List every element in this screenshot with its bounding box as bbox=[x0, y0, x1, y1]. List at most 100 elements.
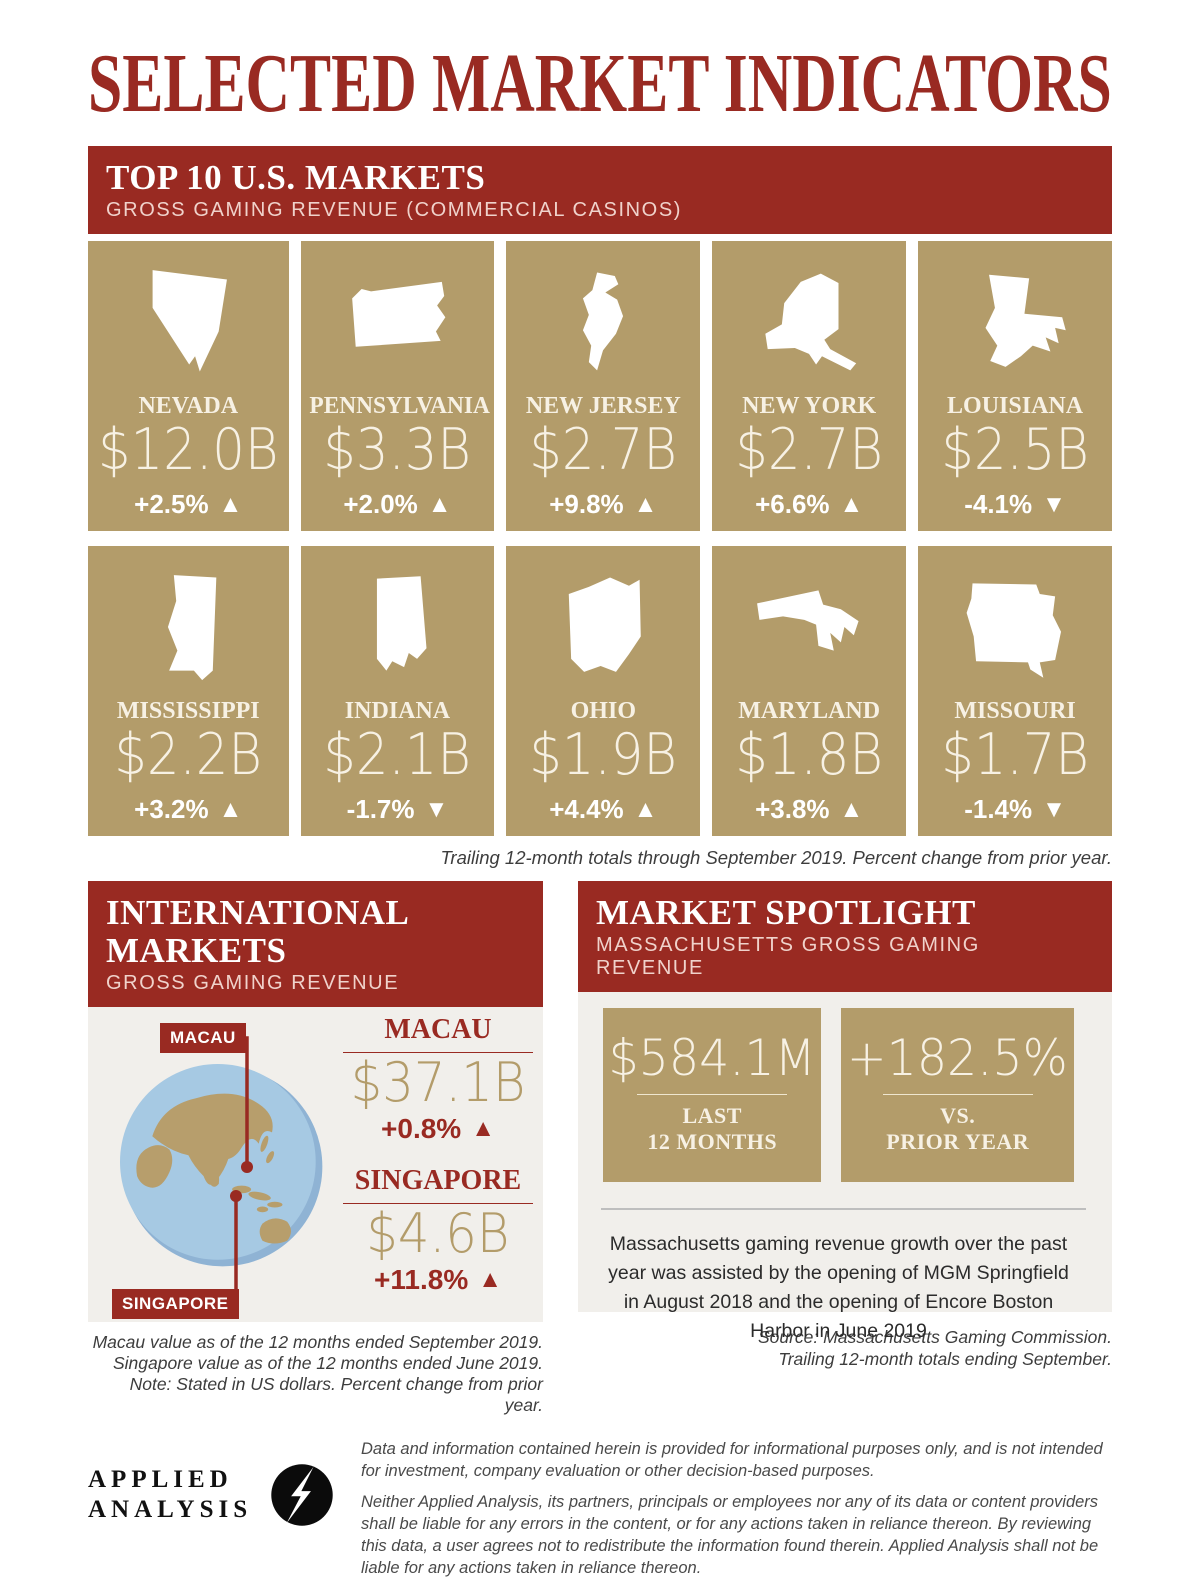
state-change-row: -1.7% ▼ bbox=[347, 794, 449, 825]
state-change-row: +4.4% ▲ bbox=[549, 794, 657, 825]
top-markets-subtitle: GROSS GAMING REVENUE (COMMERCIAL CASINOS… bbox=[106, 199, 683, 221]
state-silhouette-icon bbox=[539, 263, 667, 381]
state-revenue-value: $1.8B bbox=[735, 722, 884, 788]
state-change-row: -4.1% ▼ bbox=[964, 489, 1066, 520]
state-revenue-value: $2.5B bbox=[941, 417, 1089, 483]
state-name: OHIO bbox=[570, 698, 636, 724]
state-silhouette-icon bbox=[333, 568, 461, 686]
state-market-card: NEVADA $12.0B +2.5% ▲ bbox=[88, 241, 289, 531]
state-name: MISSOURI bbox=[954, 698, 1076, 724]
state-change-row: +6.6% ▲ bbox=[755, 489, 863, 520]
market-revenue-value: $37.1B bbox=[350, 1051, 526, 1114]
spotlight-stat-underline bbox=[882, 1094, 1033, 1095]
state-change-percent: -1.7% bbox=[346, 794, 415, 824]
market-change-row: +11.8% ▲ bbox=[343, 1264, 533, 1296]
international-market-block: SINGAPORE $4.6B +11.8% ▲ bbox=[343, 1166, 533, 1296]
state-name: MARYLAND bbox=[738, 698, 881, 724]
state-name: NEW JERSEY bbox=[525, 393, 681, 419]
state-market-card: INDIANA $2.1B -1.7% ▼ bbox=[300, 546, 495, 836]
state-change-row: +9.8% ▲ bbox=[549, 489, 657, 520]
market-revenue-value: $4.6B bbox=[366, 1202, 510, 1265]
international-title: INTERNATIONAL MARKETS bbox=[106, 893, 408, 970]
spotlight-stat-value: +182.5% bbox=[847, 1029, 1069, 1087]
lower-sections: INTERNATIONAL MARKETS GROSS GAMING REVEN… bbox=[88, 881, 1112, 1416]
international-stats: MACAU $37.1B +0.8% ▲ SINGAPORE $4.6B +11… bbox=[343, 1015, 533, 1317]
spotlight-description: Massachusetts gaming revenue growth over… bbox=[608, 1233, 1069, 1342]
spotlight-stat-underline bbox=[637, 1094, 788, 1095]
international-market-block: MACAU $37.1B +0.8% ▲ bbox=[343, 1015, 533, 1145]
market-underline bbox=[343, 1203, 533, 1204]
state-name: NEVADA bbox=[138, 393, 239, 419]
top-markets-footnote: Trailing 12-month totals through Septemb… bbox=[440, 847, 1113, 868]
state-market-card: LOUISIANA $2.5B -4.1% ▼ bbox=[918, 241, 1112, 531]
state-silhouette-icon bbox=[333, 263, 461, 381]
state-silhouette-icon bbox=[951, 568, 1079, 686]
state-silhouette-icon bbox=[124, 263, 252, 381]
spotlight-stat-label: LAST 12 MONTHS bbox=[647, 1103, 778, 1154]
state-revenue-value: $2.7B bbox=[529, 417, 678, 483]
singapore-dot bbox=[230, 1190, 242, 1202]
state-market-card: OHIO $1.9B +4.4% ▲ bbox=[506, 546, 701, 836]
state-silhouette-icon bbox=[951, 263, 1079, 381]
macau-map-label: MACAU bbox=[160, 1023, 246, 1053]
state-silhouette-icon bbox=[745, 263, 873, 381]
spotlight-stat-box: $584.1M LAST 12 MONTHS bbox=[603, 1008, 822, 1182]
spotlight-stat-label: VS. PRIOR YEAR bbox=[886, 1103, 1030, 1154]
brand-wordmark: APPLIED ANALYSIS bbox=[88, 1466, 253, 1523]
state-change-row: +2.0% ▲ bbox=[343, 489, 451, 520]
spotlight-stat-box: +182.5% VS. PRIOR YEAR bbox=[841, 1008, 1074, 1182]
state-revenue-value: $1.7B bbox=[941, 722, 1089, 788]
market-underline bbox=[343, 1052, 533, 1053]
change-direction-arrow-icon: ▼ bbox=[424, 795, 449, 823]
world-globe-map bbox=[120, 1036, 323, 1305]
market-change-percent: +0.8% bbox=[381, 1113, 462, 1144]
spotlight-subtitle: MASSACHUSETTS GROSS GAMING REVENUE bbox=[596, 934, 980, 979]
state-change-percent: +4.4% bbox=[549, 794, 624, 824]
international-subtitle: GROSS GAMING REVENUE bbox=[106, 972, 400, 994]
change-direction-arrow-icon: ▲ bbox=[478, 1266, 502, 1293]
spotlight-stat-value: $584.1M bbox=[608, 1029, 816, 1087]
state-change-percent: +6.6% bbox=[755, 489, 830, 519]
applied-analysis-brand: APPLIED ANALYSIS bbox=[88, 1463, 334, 1527]
change-direction-arrow-icon: ▲ bbox=[218, 490, 243, 518]
international-section: INTERNATIONAL MARKETS GROSS GAMING REVEN… bbox=[88, 881, 543, 1416]
state-change-row: +3.2% ▲ bbox=[134, 794, 242, 825]
state-revenue-value: $12.0B bbox=[98, 417, 279, 483]
state-change-row: +2.5% ▲ bbox=[134, 489, 242, 520]
change-direction-arrow-icon: ▲ bbox=[471, 1115, 495, 1142]
state-change-percent: -1.4% bbox=[964, 794, 1033, 824]
state-change-percent: -4.1% bbox=[964, 489, 1033, 519]
state-silhouette-icon bbox=[539, 568, 667, 686]
state-silhouette-icon bbox=[124, 568, 252, 686]
state-market-card: MISSOURI $1.7B -1.4% ▼ bbox=[918, 546, 1112, 836]
page-title: SELECTED MARKET INDICATORS bbox=[88, 37, 1112, 130]
lightning-bolt-logo-icon bbox=[271, 1464, 333, 1526]
spotlight-stat-boxes: $584.1M LAST 12 MONTHS +182.5% VS. PRIOR Y… bbox=[603, 1008, 1074, 1182]
state-silhouette-icon bbox=[745, 568, 873, 686]
international-panel: MACAU SINGAPORE MACAU $37.1B +0.8% ▲ SIN… bbox=[88, 1007, 543, 1322]
states-grid: NEVADA $12.0B +2.5% ▲ PENNSYLVANIA $3.3B… bbox=[88, 241, 1112, 836]
market-name: MACAU bbox=[384, 1014, 492, 1045]
state-change-percent: +3.8% bbox=[755, 794, 830, 824]
state-market-card: MISSISSIPPI $2.2B +3.2% ▲ bbox=[88, 546, 289, 836]
international-footnotes: Macau value as of the 12 months ended Se… bbox=[92, 1332, 543, 1415]
state-name: INDIANA bbox=[344, 698, 451, 724]
footer-disclaimer: Data and information contained herein is… bbox=[361, 1440, 1103, 1577]
state-change-percent: +9.8% bbox=[549, 489, 624, 519]
change-direction-arrow-icon: ▲ bbox=[839, 795, 864, 823]
spotlight-title: MARKET SPOTLIGHT bbox=[596, 893, 976, 932]
market-change-percent: +11.8% bbox=[374, 1264, 469, 1295]
market-name: SINGAPORE bbox=[354, 1165, 522, 1196]
map-location-dots bbox=[230, 1161, 253, 1202]
spotlight-panel: $584.1M LAST 12 MONTHS +182.5% VS. PRIOR Y… bbox=[578, 992, 1112, 1342]
state-market-card: MARYLAND $1.8B +3.8% ▲ bbox=[712, 546, 907, 836]
state-revenue-value: $3.3B bbox=[323, 417, 472, 483]
top-markets-banner: TOP 10 U.S. MARKETS GROSS GAMING REVENUE… bbox=[88, 146, 1112, 234]
change-direction-arrow-icon: ▲ bbox=[218, 795, 243, 823]
state-change-percent: +2.5% bbox=[134, 489, 209, 519]
spotlight-source: Source: Massachusetts Gaming Commission.… bbox=[757, 1327, 1112, 1369]
change-direction-arrow-icon: ▲ bbox=[839, 490, 864, 518]
globe-landmasses bbox=[136, 1093, 291, 1244]
market-change-row: +0.8% ▲ bbox=[343, 1113, 533, 1145]
state-name: PENNSYLVANIA bbox=[309, 393, 491, 419]
